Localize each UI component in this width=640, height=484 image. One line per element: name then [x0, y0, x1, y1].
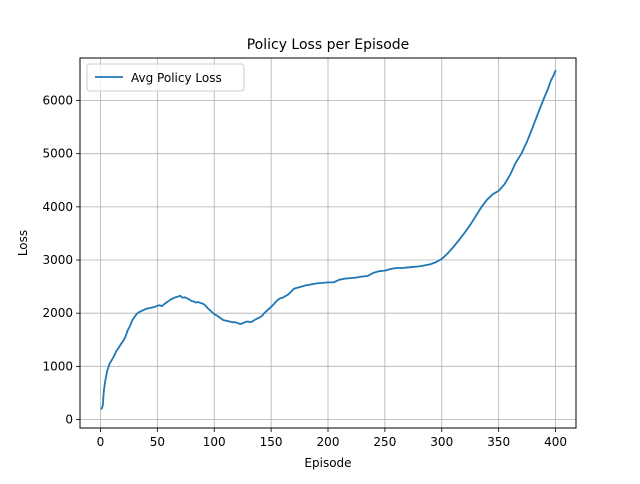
x-tick-label-200: 200: [317, 435, 340, 449]
legend-label-avg-policy-loss: Avg Policy Loss: [131, 71, 222, 85]
x-tick-label-350: 350: [487, 435, 510, 449]
chart-title: Policy Loss per Episode: [247, 37, 410, 53]
x-tick-label-100: 100: [203, 435, 226, 449]
x-tick-label-150: 150: [260, 435, 283, 449]
x-axis-label: Episode: [304, 456, 351, 470]
y-tick-label-5000: 5000: [42, 147, 73, 161]
y-tick-label-6000: 6000: [42, 94, 73, 108]
series-layer: [100, 69, 557, 410]
x-tick-label-250: 250: [373, 435, 396, 449]
y-tick-label-2000: 2000: [42, 306, 73, 320]
x-tick-label-300: 300: [430, 435, 453, 449]
series-line-avg-policy-loss: [100, 69, 557, 410]
legend-box: [86, 63, 245, 92]
y-tick-label-3000: 3000: [42, 253, 73, 267]
axis-ticks: 0 50 100 150 200 250 300 350 4000100020003000400…: [42, 94, 567, 449]
y-tick-label-4000: 4000: [42, 200, 73, 214]
y-tick-label-0: 0: [65, 412, 73, 426]
grid-lines: [80, 58, 576, 428]
x-tick-label-50: 50: [150, 435, 165, 449]
x-tick-label-400: 400: [544, 435, 567, 449]
y-tick-label-1000: 1000: [42, 359, 73, 373]
y-axis-label: Loss: [16, 230, 30, 256]
x-tick-label-0: 0: [97, 435, 105, 449]
legend: Avg Policy Loss: [86, 63, 245, 92]
